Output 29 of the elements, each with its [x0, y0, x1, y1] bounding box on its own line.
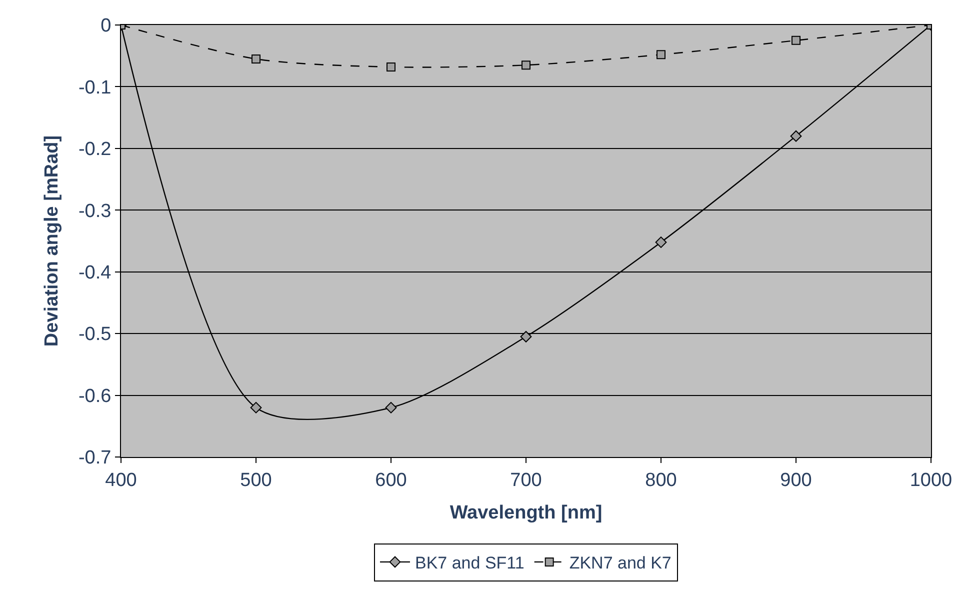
point	[386, 62, 396, 72]
y-tick-label: 0	[100, 16, 112, 37]
y-tick-label: -0.4	[78, 262, 112, 284]
x-tick-label: 700	[510, 470, 542, 491]
x-tick-label: 400	[105, 470, 137, 491]
point	[385, 402, 397, 414]
x-axis-title: Wavelength [nm]	[450, 502, 602, 524]
x-tick-label: 600	[375, 470, 407, 491]
y-tick-label: -0.1	[78, 77, 112, 98]
y-tick-label: -0.5	[78, 324, 112, 346]
point	[655, 236, 667, 248]
legend-label: BK7 and SF11	[415, 554, 524, 573]
legend-label: ZKN7 and K7	[569, 554, 672, 573]
y-axis-title: Deviation angle [mRad]	[41, 135, 62, 347]
point	[656, 50, 666, 60]
point	[250, 402, 262, 414]
point	[252, 54, 260, 64]
point	[790, 130, 802, 142]
y-tick-label: -0.2	[78, 139, 112, 160]
y-tick-label: -0.3	[78, 200, 112, 222]
point	[792, 36, 800, 45]
y-tick-label: -0.7	[78, 448, 112, 469]
x-tick-label: 500	[240, 470, 272, 491]
y-tick-label: -0.6	[78, 386, 112, 407]
x-tick-label: 1000	[910, 470, 952, 491]
point	[520, 330, 532, 342]
x-tick-label: 800	[645, 470, 677, 491]
point	[522, 60, 530, 70]
x-tick-label: 900	[780, 470, 812, 491]
